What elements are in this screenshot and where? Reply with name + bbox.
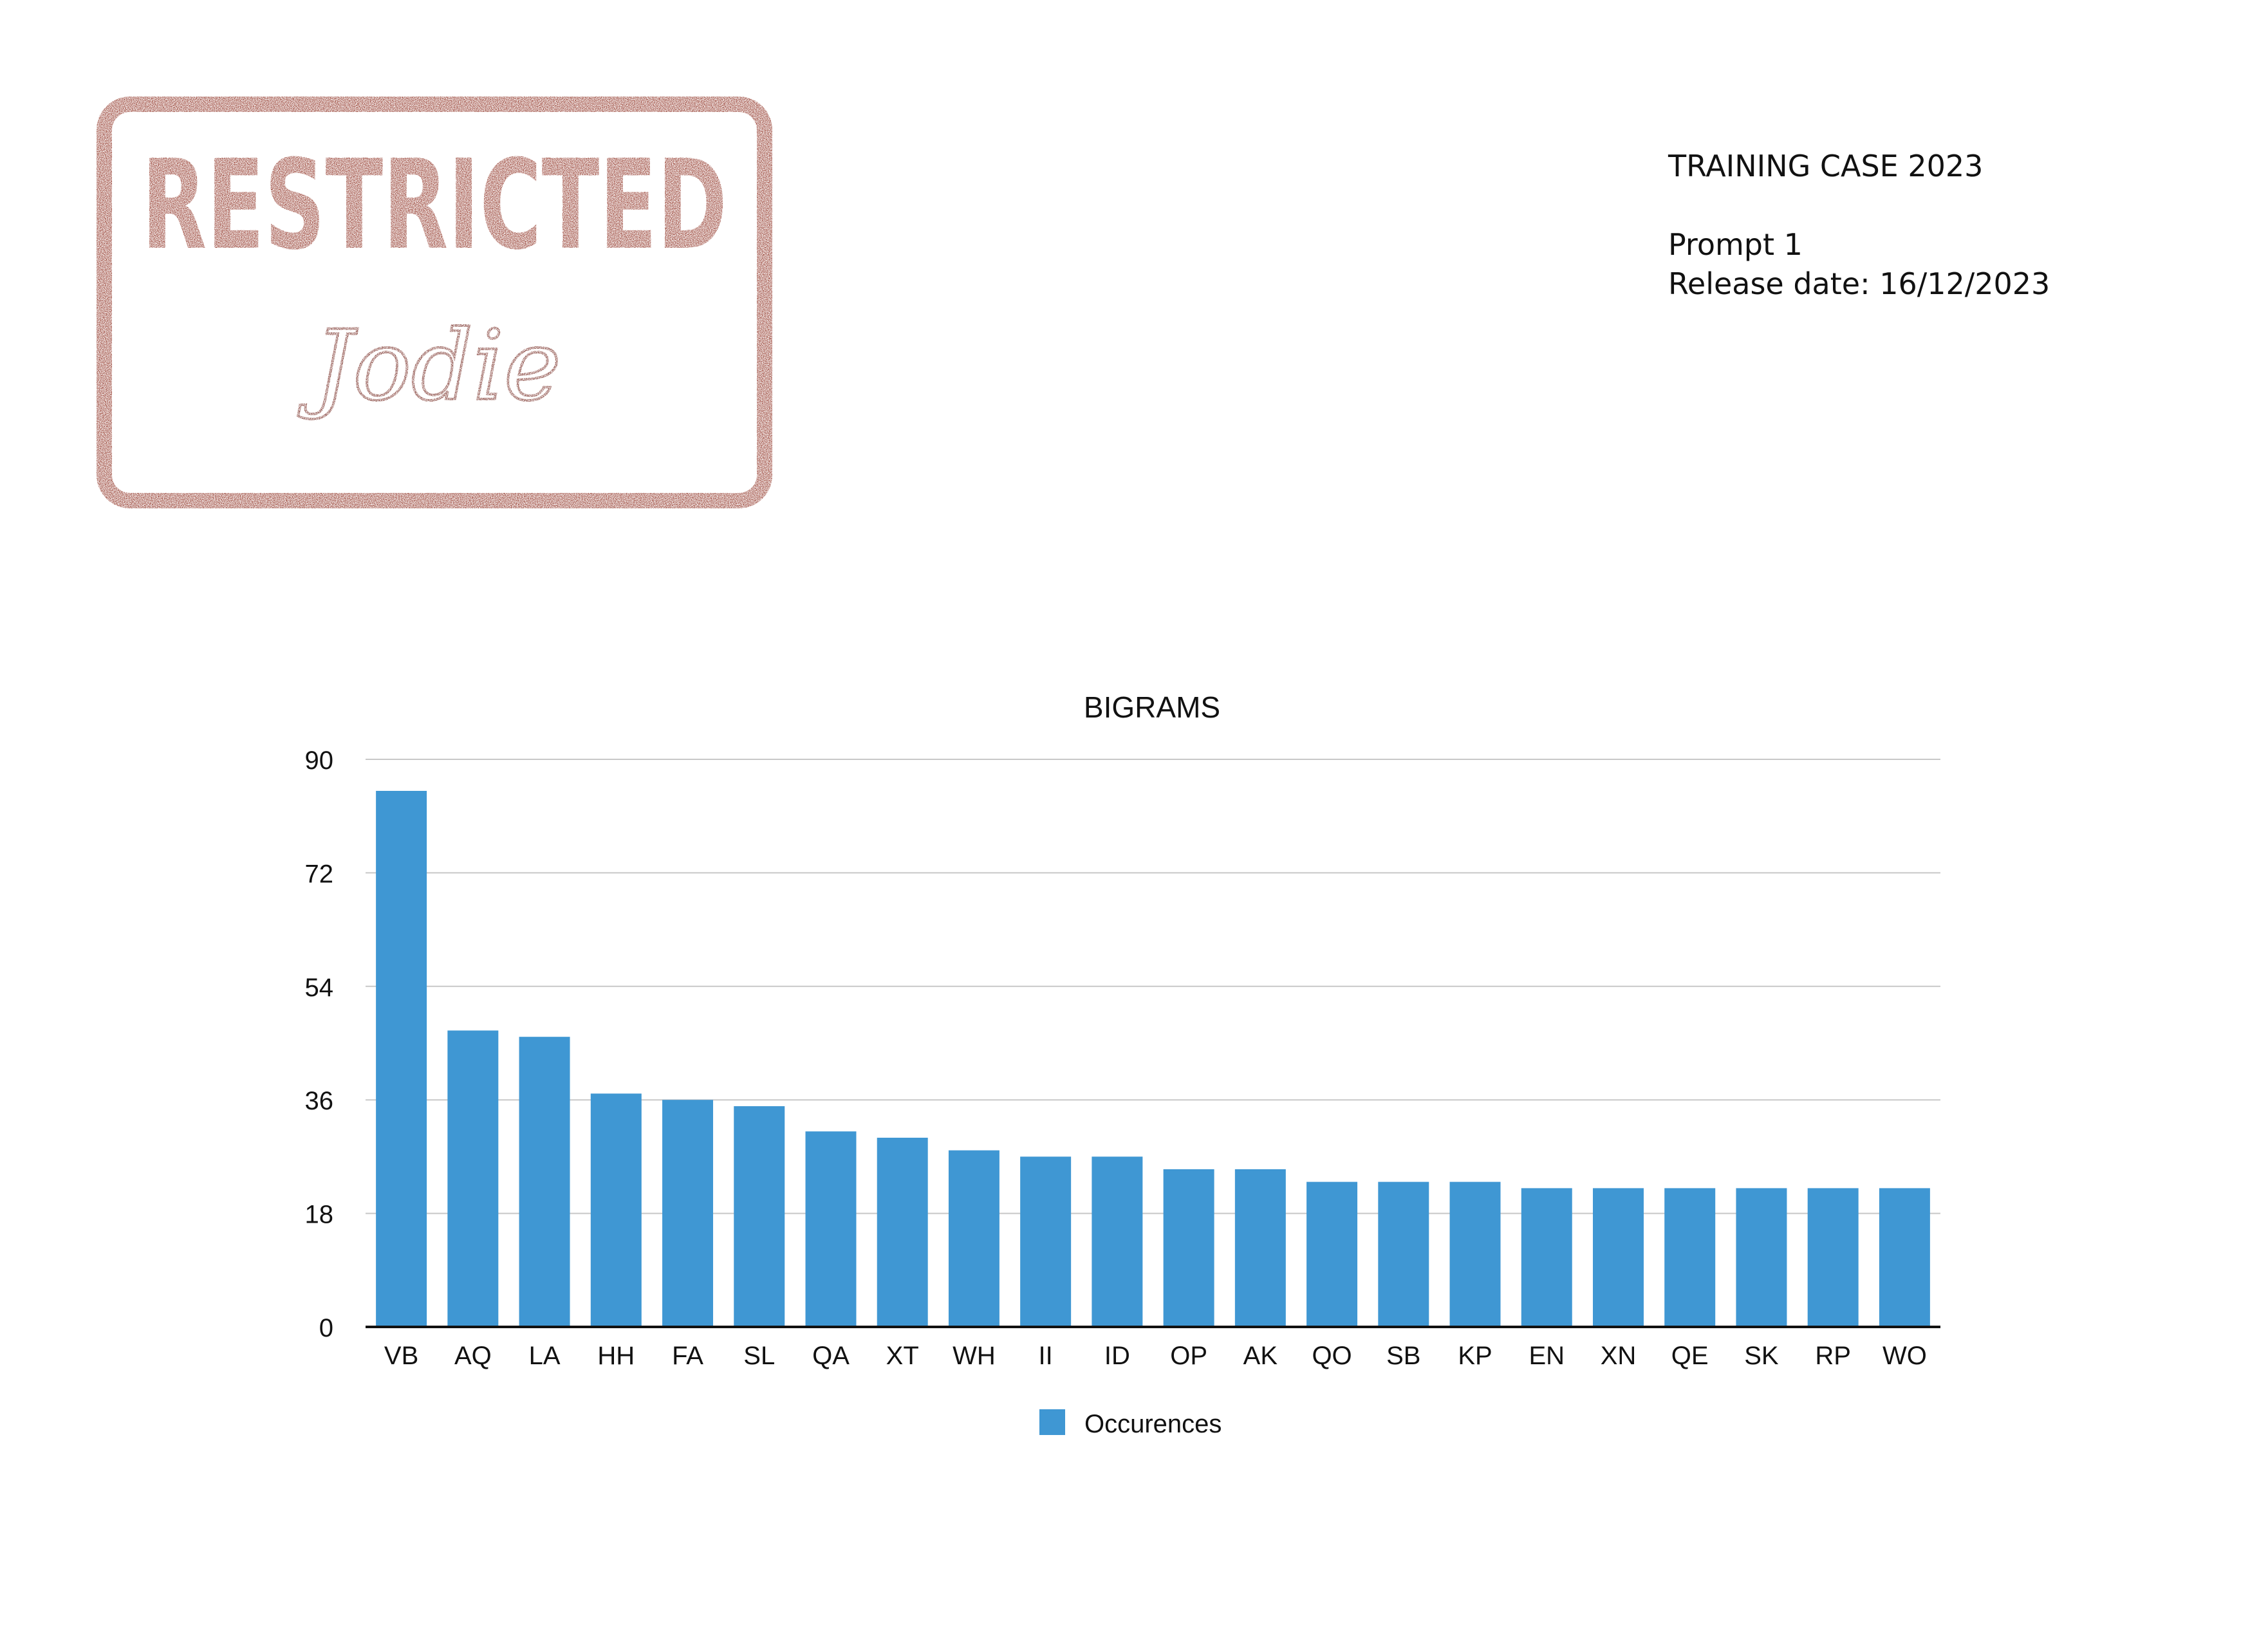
x-tick-label: SL bbox=[743, 1342, 775, 1370]
prompt-label: Prompt 1 bbox=[1668, 227, 1803, 262]
legend-swatch bbox=[1039, 1409, 1065, 1435]
restricted-stamp: RESTRICTED Jodie bbox=[97, 97, 772, 508]
x-tick-label: XT bbox=[886, 1342, 919, 1370]
bar-op bbox=[1163, 1169, 1214, 1327]
x-tick-label: FA bbox=[672, 1342, 703, 1370]
x-tick-label: XN bbox=[1601, 1342, 1637, 1370]
bar-xn bbox=[1592, 1188, 1644, 1327]
bar-sl bbox=[734, 1106, 785, 1327]
bar-vb bbox=[376, 791, 427, 1327]
bar-ak bbox=[1234, 1169, 1286, 1327]
x-tick-label: WH bbox=[953, 1342, 996, 1370]
release-date: Release date: 16/12/2023 bbox=[1668, 266, 2050, 301]
bar-xt bbox=[877, 1138, 928, 1327]
y-tick-label: 36 bbox=[305, 1087, 334, 1115]
bar-sb bbox=[1378, 1181, 1429, 1327]
x-tick-label: AQ bbox=[454, 1342, 492, 1370]
stamp-border bbox=[97, 97, 772, 508]
x-tick-label: AK bbox=[1243, 1342, 1278, 1370]
case-title: TRAINING CASE 2023 bbox=[1668, 149, 1984, 183]
bar-aq bbox=[447, 1030, 499, 1327]
bars bbox=[366, 791, 1940, 1328]
y-tick-label: 54 bbox=[305, 974, 334, 1002]
bar-en bbox=[1521, 1188, 1572, 1327]
y-tick-label: 90 bbox=[305, 746, 334, 775]
x-tick-label: SK bbox=[1744, 1342, 1779, 1370]
x-tick-label: RP bbox=[1815, 1342, 1851, 1370]
x-tick-label: VB bbox=[384, 1342, 418, 1370]
bar-hh bbox=[590, 1093, 642, 1327]
chart-title: BIGRAMS bbox=[1084, 690, 1220, 724]
x-tick-label: QO bbox=[1312, 1342, 1352, 1370]
y-tick-label: 0 bbox=[319, 1314, 333, 1342]
x-tick-label: SB bbox=[1386, 1342, 1420, 1370]
x-tick-label: LA bbox=[529, 1342, 561, 1370]
bar-fa bbox=[662, 1100, 714, 1327]
y-tick-label: 18 bbox=[305, 1201, 334, 1229]
x-tick-label: HH bbox=[597, 1342, 635, 1370]
bar-id bbox=[1092, 1156, 1143, 1327]
bar-wh bbox=[948, 1150, 999, 1327]
stamp-signature: Jodie bbox=[297, 310, 561, 422]
x-tick-label: EN bbox=[1529, 1342, 1565, 1370]
x-tick-label: QE bbox=[1671, 1342, 1709, 1370]
bar-rp bbox=[1807, 1188, 1859, 1327]
bar-la bbox=[519, 1037, 570, 1327]
x-tick-label: OP bbox=[1170, 1342, 1207, 1370]
bar-kp bbox=[1449, 1181, 1501, 1327]
x-tick-label: WO bbox=[1882, 1342, 1927, 1370]
stamp-word: RESTRICTED bbox=[142, 134, 727, 277]
legend: Occurences bbox=[1039, 1409, 1222, 1438]
bar-sk bbox=[1736, 1188, 1787, 1327]
bar-qo bbox=[1306, 1181, 1358, 1327]
y-tick-labels: 0 18 36 54 72 90 bbox=[305, 746, 334, 1342]
y-tick-label: 72 bbox=[305, 860, 334, 888]
bar-qe bbox=[1664, 1188, 1716, 1327]
legend-label: Occurences bbox=[1084, 1410, 1222, 1438]
bar-wo bbox=[1879, 1188, 1930, 1327]
bar-qa bbox=[805, 1131, 857, 1327]
document-info: TRAINING CASE 2023 Prompt 1 Release date… bbox=[1668, 147, 2050, 304]
x-tick-label: ID bbox=[1104, 1342, 1130, 1370]
x-tick-label: II bbox=[1039, 1342, 1053, 1370]
x-tick-labels: VB AQ LA HH FA SL QA XT WH II ID OP AK QO SB KP EN XN QE SK… bbox=[384, 1342, 1927, 1370]
x-tick-label: KP bbox=[1458, 1342, 1492, 1370]
bar-ii bbox=[1020, 1156, 1072, 1327]
x-tick-label: QA bbox=[812, 1342, 850, 1370]
